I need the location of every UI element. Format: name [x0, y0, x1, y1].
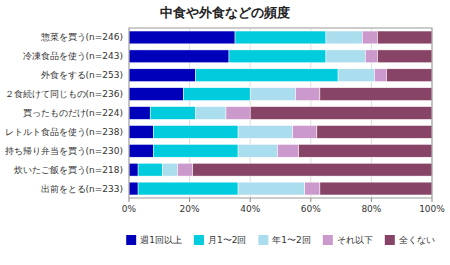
- bar: [196, 69, 338, 82]
- bar: [129, 69, 196, 82]
- legend-label: 年1〜2回: [272, 235, 310, 245]
- bar: [129, 88, 184, 101]
- legend-swatch: [258, 235, 268, 245]
- bar: [129, 50, 229, 63]
- bar: [362, 31, 377, 44]
- bar: [338, 69, 374, 82]
- tick-mark: [250, 198, 251, 202]
- bar: [326, 31, 362, 44]
- legend-swatch: [194, 235, 204, 245]
- legend-swatch: [126, 235, 136, 245]
- tick-label: 40%: [240, 204, 260, 214]
- title: 中食や外食などの頻度: [160, 5, 290, 20]
- bars: [129, 31, 432, 195]
- legend-item: それ以下: [323, 235, 373, 245]
- bar: [377, 50, 432, 63]
- legend-label: 全くない: [399, 235, 435, 245]
- bar: [238, 144, 277, 157]
- tick-label: 100%: [419, 204, 445, 214]
- bar: [320, 182, 432, 195]
- bar: [129, 125, 153, 138]
- bar: [129, 163, 138, 176]
- legend-label: 週1回以上: [140, 235, 182, 245]
- category-label: 冷凍食品を使う(n=243): [23, 51, 123, 61]
- legend-swatch: [385, 235, 395, 245]
- bar: [150, 107, 195, 120]
- category-label: 出前をとる(n=233): [41, 184, 123, 194]
- bar: [177, 163, 192, 176]
- bar: [296, 88, 320, 101]
- bar: [305, 182, 320, 195]
- bar: [129, 182, 138, 195]
- bar: [320, 88, 432, 101]
- tick-label: 60%: [301, 204, 321, 214]
- tick-label: 20%: [180, 204, 200, 214]
- bar: [293, 125, 317, 138]
- bar: [129, 31, 235, 44]
- bar: [226, 107, 250, 120]
- bar: [229, 50, 326, 63]
- category-label: 買ったものだけ(n=224): [23, 108, 123, 118]
- tick-label: 0%: [122, 204, 137, 214]
- y-axis: 惣菜を買う(n=246) 冷凍食品を使う(n=243) 外食をする(n=253) ２食…: [5, 32, 123, 193]
- bar: [365, 50, 377, 63]
- tick-mark: [432, 198, 433, 202]
- bar: [238, 125, 293, 138]
- bar: [235, 31, 326, 44]
- legend-label: それ以下: [337, 235, 373, 245]
- x-axis: 0% 20% 40% 60% 80% 100%: [122, 28, 445, 214]
- bar: [196, 107, 226, 120]
- bar: [317, 125, 432, 138]
- bar: [374, 69, 386, 82]
- bar: [129, 144, 153, 157]
- bar: [299, 144, 432, 157]
- bar: [250, 88, 295, 101]
- category-label: ２食続けて同じもの(n=236): [5, 89, 123, 99]
- bar: [153, 144, 238, 157]
- bar: [250, 107, 432, 120]
- bar: [138, 163, 162, 176]
- legend-swatch: [323, 235, 333, 245]
- tick-mark: [129, 198, 130, 202]
- category-label: 炊いたご飯を買う(n=218): [14, 165, 123, 175]
- bar: [193, 163, 432, 176]
- legend-label: 月1〜2回: [208, 235, 246, 245]
- category-label: 持ち帰り弁当を買う(n=230): [5, 146, 123, 156]
- tick-label: 80%: [361, 204, 381, 214]
- bar: [277, 144, 298, 157]
- bar: [162, 163, 177, 176]
- bar: [326, 50, 365, 63]
- category-label: レトルト食品を使う(n=238): [5, 127, 123, 137]
- legend-item: 年1〜2回: [258, 235, 310, 245]
- legend-item: 週1回以上: [126, 235, 182, 245]
- bar: [377, 31, 432, 44]
- chart: 中食や外食などの頻度惣菜を買う(n=246) 冷凍食品を使う(n=243) 外食をす…: [0, 0, 450, 265]
- bar: [129, 107, 150, 120]
- bar: [238, 182, 305, 195]
- category-label: 外食をする(n=253): [41, 70, 123, 80]
- bar: [153, 125, 238, 138]
- bar: [138, 182, 238, 195]
- legend-item: 月1〜2回: [194, 235, 246, 245]
- bar: [184, 88, 251, 101]
- tick-mark: [371, 198, 372, 202]
- tick-mark: [310, 198, 311, 202]
- tick-mark: [189, 198, 190, 202]
- plot-frame: [129, 28, 432, 198]
- legend-item: 全くない: [385, 235, 435, 245]
- category-label: 惣菜を買う(n=246): [40, 32, 123, 42]
- bar: [387, 69, 432, 82]
- legend: 週1回以上 月1〜2回 年1〜2回 それ以下 全くない: [126, 235, 435, 245]
